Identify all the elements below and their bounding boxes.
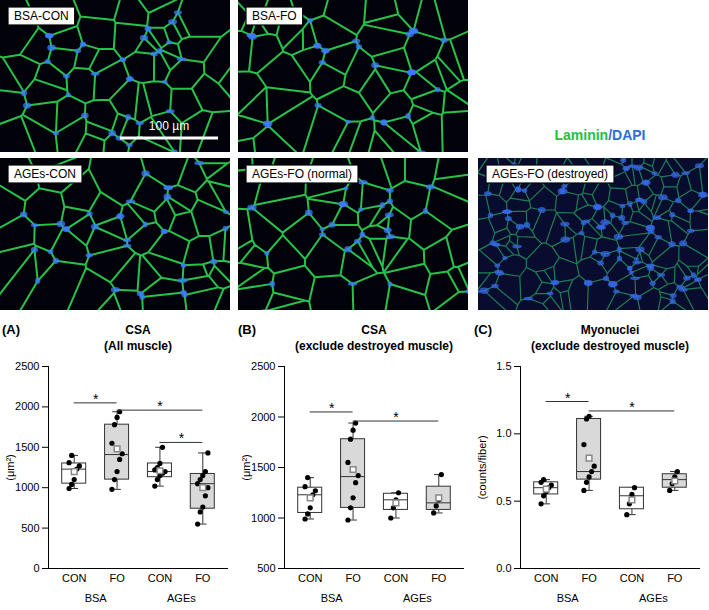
html-text:(A): (A) bbox=[2, 322, 20, 337]
svg-text:BSA: BSA bbox=[85, 592, 108, 604]
svg-text:AGEs-CON: AGEs-CON bbox=[14, 167, 76, 181]
svg-text:CON: CON bbox=[148, 572, 173, 584]
svg-text:CON: CON bbox=[298, 572, 323, 584]
svg-text:AGEs-FO (destroyed): AGEs-FO (destroyed) bbox=[492, 167, 608, 181]
svg-text:1500: 1500 bbox=[251, 461, 275, 473]
svg-text:BSA-CON: BSA-CON bbox=[14, 9, 69, 23]
svg-text:(μm²): (μm²) bbox=[240, 454, 252, 481]
svg-text:CON: CON bbox=[534, 572, 559, 584]
svg-text:*: * bbox=[179, 430, 185, 446]
svg-text:*: * bbox=[393, 409, 399, 425]
html-text:(exclude destroyed muscle): (exclude destroyed muscle) bbox=[531, 339, 689, 353]
svg-text:1.0: 1.0 bbox=[496, 427, 511, 439]
svg-text:*: * bbox=[565, 390, 571, 406]
svg-text:FO: FO bbox=[431, 572, 447, 584]
svg-text:BSA: BSA bbox=[321, 592, 344, 604]
svg-text:CON: CON bbox=[62, 572, 87, 584]
html-text:(B): (B) bbox=[238, 322, 256, 337]
svg-text:500: 500 bbox=[257, 562, 275, 574]
html-text:CSA: CSA bbox=[125, 323, 151, 337]
html-text:(All muscle): (All muscle) bbox=[104, 339, 172, 353]
svg-text:FO: FO bbox=[109, 572, 125, 584]
html-text:(C): (C) bbox=[474, 322, 492, 337]
svg-text:2500: 2500 bbox=[15, 360, 39, 372]
svg-text:0: 0 bbox=[33, 562, 39, 574]
svg-text:1000: 1000 bbox=[15, 481, 39, 493]
svg-text:0.0: 0.0 bbox=[496, 562, 511, 574]
svg-text:500: 500 bbox=[21, 522, 39, 534]
svg-text:CON: CON bbox=[620, 572, 645, 584]
svg-text:Laminin/DAPI: Laminin/DAPI bbox=[554, 127, 645, 143]
svg-text:AGEs: AGEs bbox=[167, 592, 196, 604]
svg-text:AGEs: AGEs bbox=[403, 592, 432, 604]
svg-text:FO: FO bbox=[581, 572, 597, 584]
svg-text:(μm²): (μm²) bbox=[4, 454, 16, 481]
svg-text:FO: FO bbox=[345, 572, 361, 584]
svg-text:AGEs-FO (normal): AGEs-FO (normal) bbox=[252, 167, 352, 181]
svg-text:*: * bbox=[329, 400, 335, 416]
svg-text:2000: 2000 bbox=[15, 400, 39, 412]
svg-text:BSA-FO: BSA-FO bbox=[252, 9, 297, 23]
svg-text:FO: FO bbox=[195, 572, 211, 584]
svg-text:(counts/fiber): (counts/fiber) bbox=[476, 435, 488, 499]
svg-text:0.5: 0.5 bbox=[496, 495, 511, 507]
svg-text:*: * bbox=[629, 399, 635, 415]
svg-text:BSA: BSA bbox=[557, 592, 580, 604]
svg-text:1000: 1000 bbox=[251, 512, 275, 524]
svg-text:2000: 2000 bbox=[251, 411, 275, 423]
svg-text:100 µm: 100 µm bbox=[149, 119, 189, 133]
svg-text:AGEs: AGEs bbox=[639, 592, 668, 604]
svg-text:*: * bbox=[157, 398, 163, 414]
html-text:Myonuclei: Myonuclei bbox=[580, 323, 640, 337]
svg-text:1500: 1500 bbox=[15, 441, 39, 453]
html-text:(exclude destroyed muscle): (exclude destroyed muscle) bbox=[295, 339, 453, 353]
svg-text:1.5: 1.5 bbox=[496, 360, 511, 372]
html-text:CSA: CSA bbox=[361, 323, 387, 337]
svg-text:CON: CON bbox=[384, 572, 409, 584]
svg-text:2500: 2500 bbox=[251, 360, 275, 372]
svg-text:FO: FO bbox=[667, 572, 683, 584]
svg-text:*: * bbox=[93, 391, 99, 407]
